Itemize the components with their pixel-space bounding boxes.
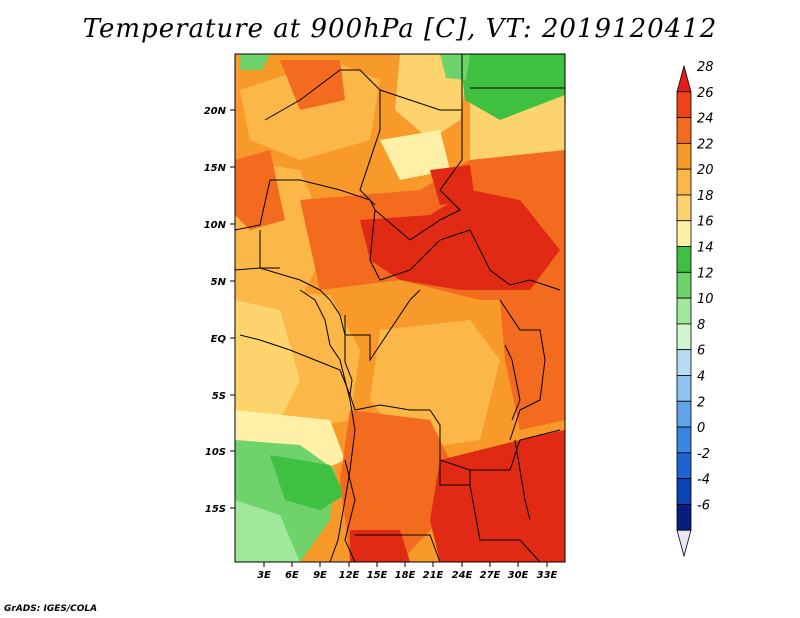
field-hot-se [430,430,565,562]
field-cream-4 [380,130,450,180]
border-line [439,460,471,486]
border-line [355,534,441,562]
field-warm-e [500,300,565,430]
temperature-field [235,54,565,562]
field-hot-center [360,190,560,290]
border-line [239,334,356,411]
colorbar-label: 8 [697,318,705,333]
lat-label: 5N [211,277,227,288]
map-frame [234,53,566,563]
colorbar-label: -4 [697,473,710,488]
colorbar-swatch [676,478,692,505]
colorbar-bottom-triangle [676,529,692,558]
field-warm-n [280,60,345,110]
lat-label: 15N [204,163,227,174]
colorbar-swatch [676,297,692,325]
colorbar-label: 6 [697,344,705,359]
border-line [344,459,356,562]
lon-label: 27E [480,570,501,581]
border-line [469,484,541,562]
lake-outline [514,439,531,521]
lon-label: 33E [537,570,558,581]
lat-label: 20N [204,106,227,117]
colorbar-label: 2 [697,395,705,410]
colorbar-swatch [676,194,692,222]
colorbar-label: 14 [697,241,714,256]
lon-label: 12E [339,570,360,581]
lon-label: 3E [257,570,271,581]
lat-axis: 20N 15N 10N 5N EQ 5S 10S 15S [204,106,235,515]
colorbar-label: 18 [697,189,714,204]
border-line [369,209,561,291]
colorbar-label: 20 [697,163,714,178]
colorbar-swatch [676,504,692,531]
coastline [299,289,356,562]
field-green-ne [460,54,565,120]
colorbar-label: 16 [697,215,714,230]
lon-label: 9E [313,570,327,581]
lon-label: 15E [367,570,388,581]
border-line [379,89,463,201]
lon-label: 18E [395,570,416,581]
colorbar-swatch [676,349,692,376]
lon-axis: 3E 6E 9E 12E 15E 18E 21E 24E 27E 30E 33E [257,562,558,581]
lon-label: 24E [452,570,473,581]
lat-label: 10N [204,220,227,231]
colorbar-swatch [676,220,692,247]
colorbar-swatch [676,400,692,428]
colorbar-swatch [676,246,692,273]
border-line [470,429,561,471]
colorbar-label: 28 [697,60,714,75]
field-green-sw [270,455,345,510]
field-warm-nw [235,150,285,230]
colorbar-swatch [676,91,692,118]
field-cream-3 [235,300,300,420]
lat-label: 10S [205,447,226,458]
colorbar-swatch [676,426,692,454]
colorbar-label: -2 [697,447,710,462]
colorbar-label: 12 [697,266,714,281]
colorbar-swatch [676,271,692,299]
colorbar-swatch [676,168,692,196]
colorbar-swatch [676,375,692,402]
field-palegreen-sw [235,500,300,562]
lat-label: 5S [212,391,226,402]
lat-label: EQ [211,334,227,345]
colorbar-label: 10 [697,292,714,307]
lon-label: 30E [508,570,529,581]
field-hot-s [350,530,410,562]
colorbar-label: 24 [697,112,714,127]
colorbar-top-triangle [676,64,692,93]
field-hot-n [430,165,475,205]
border-line [235,267,331,301]
field-lightgreen-ne [240,54,270,70]
colorbar-swatch [676,117,692,144]
colorbar-swatch [676,323,692,351]
chart-title: Temperature at 900hPa [C], VT: 201912041… [82,14,718,44]
lake-outline [504,344,521,421]
borders [235,54,565,562]
colorbar-label: 22 [697,137,714,152]
field-light-orange-4 [240,60,380,160]
lon-label: 6E [285,570,299,581]
colorbar-label: 0 [697,421,705,436]
colorbar-label: 4 [697,369,705,384]
border-line [344,315,353,396]
colorbar-swatch [676,142,692,170]
colorbar-swatch [676,452,692,480]
border-line [235,179,376,231]
colorbar-label: -6 [697,498,710,513]
border-line [499,299,546,441]
lon-label: 21E [423,570,444,581]
colorbar-label: 26 [697,86,714,101]
border-line [264,69,381,206]
lat-label: 15S [205,504,226,515]
credit-label: GrADS: IGES/COLA [4,604,98,614]
border-line [329,289,421,362]
border-line [374,199,461,241]
field-warm-s [340,410,450,562]
